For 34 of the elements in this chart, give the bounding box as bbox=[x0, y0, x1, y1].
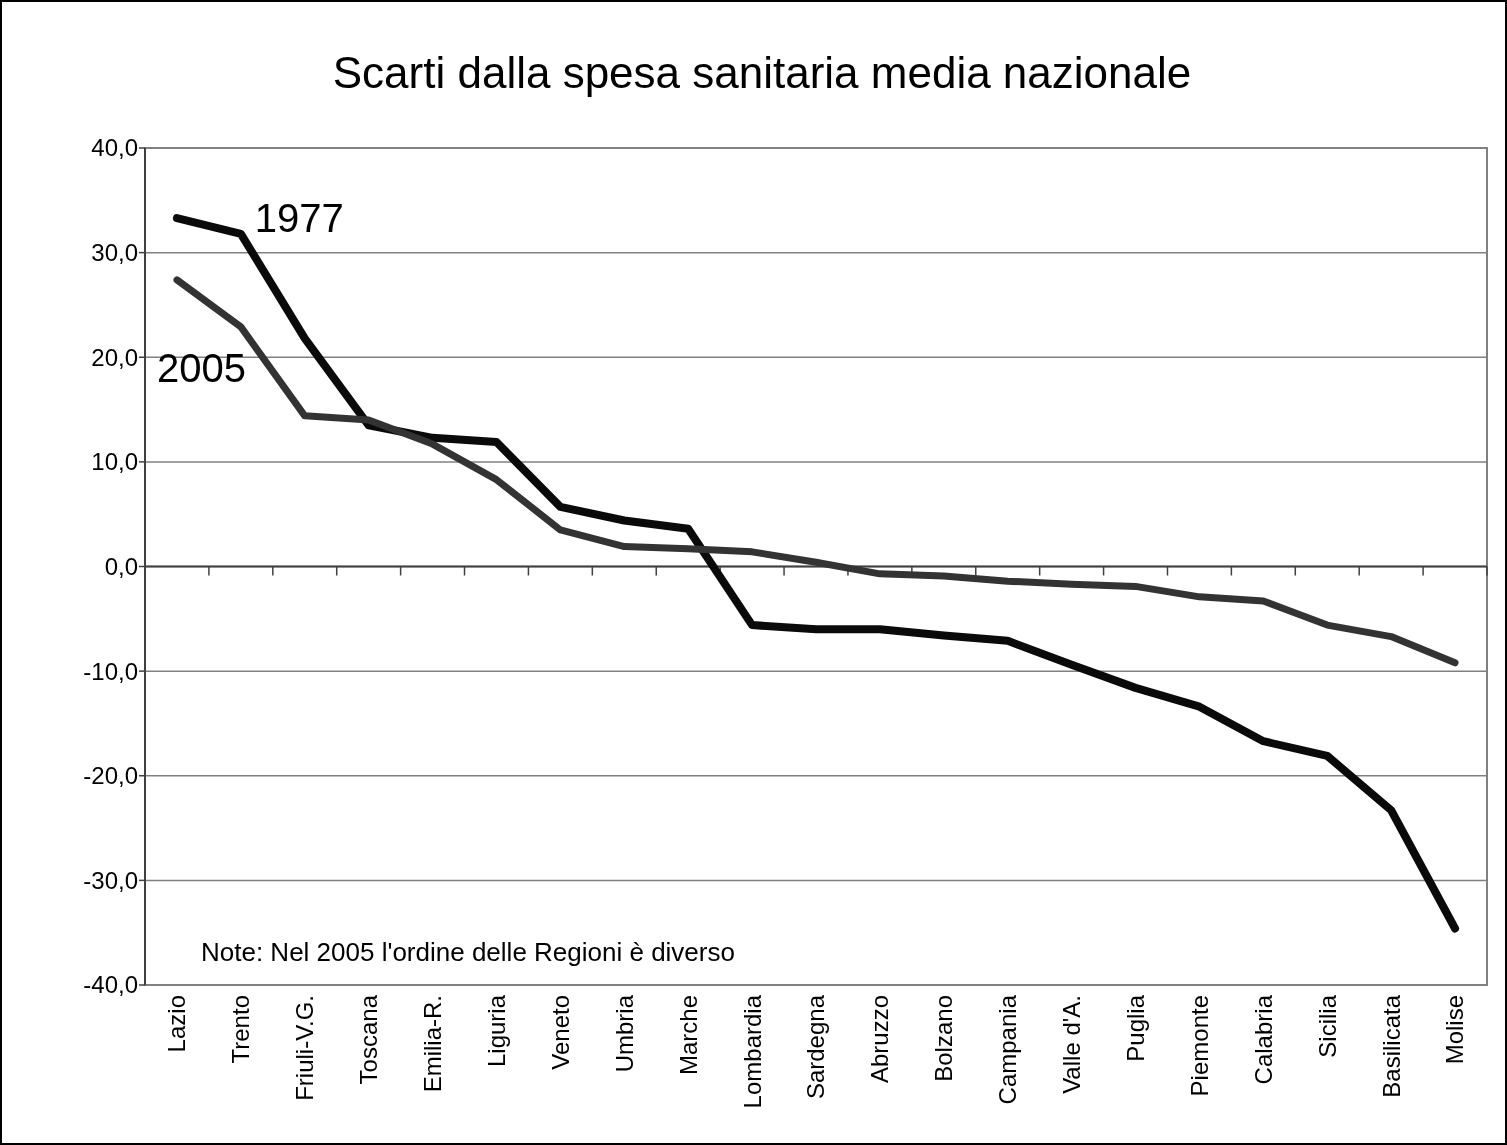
x-tick-label: Calabria bbox=[1249, 994, 1277, 1085]
x-tick-label: Bolzano bbox=[930, 995, 958, 1082]
x-tick-label: Basilicata bbox=[1377, 994, 1405, 1098]
x-tick-label: Emilia-R. bbox=[418, 995, 446, 1093]
x-tick-label: Sardegna bbox=[802, 994, 830, 1100]
x-tick-label: Campania bbox=[994, 994, 1022, 1105]
x-tick-label: Valle d'A. bbox=[1058, 995, 1086, 1094]
chart-title: Scarti dalla spesa sanitaria media nazionale bbox=[332, 48, 1192, 97]
x-tick-label: Liguria bbox=[482, 994, 510, 1068]
x-tick-label: Trento bbox=[227, 995, 255, 1064]
series-label: 2005 bbox=[156, 345, 246, 390]
x-tick-label: Lazio bbox=[163, 995, 191, 1053]
x-tick-label: Toscana bbox=[355, 994, 383, 1085]
y-tick-label: 0,0 bbox=[104, 552, 138, 580]
x-tick-label: Piemonte bbox=[1185, 995, 1213, 1097]
x-tick-label: Lombardia bbox=[738, 994, 766, 1109]
x-tick-label: Puglia bbox=[1121, 994, 1149, 1062]
x-tick-label: Veneto bbox=[546, 995, 574, 1070]
y-tick-label: -10,0 bbox=[83, 657, 138, 685]
x-tick-label: Friuli-V.G. bbox=[291, 995, 319, 1101]
x-tick-label: Abruzzo bbox=[866, 995, 894, 1084]
series-label: 1977 bbox=[254, 195, 344, 240]
y-tick-label: -40,0 bbox=[83, 971, 138, 999]
y-tick-label: 20,0 bbox=[91, 343, 138, 371]
x-tick-label: Sicilia bbox=[1313, 994, 1341, 1058]
x-tick-label: Marche bbox=[674, 995, 702, 1076]
y-tick-label: 40,0 bbox=[91, 134, 138, 162]
annotation: Note: Nel 2005 l'ordine delle Regioni è diverso bbox=[201, 937, 735, 967]
y-tick-label: 10,0 bbox=[91, 448, 138, 476]
x-tick-label: Molise bbox=[1441, 995, 1469, 1065]
y-tick-label: -20,0 bbox=[83, 762, 138, 790]
x-tick-label: Umbria bbox=[610, 994, 638, 1073]
y-tick-label: 30,0 bbox=[91, 239, 138, 267]
y-tick-label: -30,0 bbox=[83, 866, 138, 894]
